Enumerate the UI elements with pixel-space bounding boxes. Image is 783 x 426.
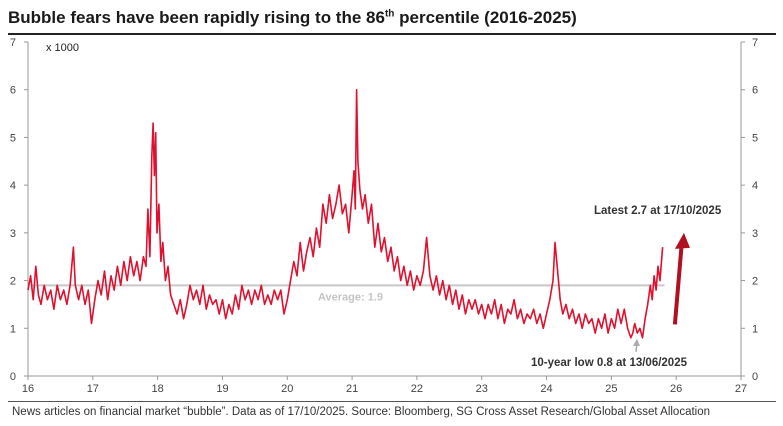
low-annotation: 10-year low 0.8 at 13/06/2025 [531,357,688,369]
x-tick-label: 20 [281,383,293,395]
y-left-tick-label: 6 [10,85,16,97]
average-label: Average: 1.9 [318,291,383,303]
y-right-tick-label: 7 [752,37,758,49]
y-axis-right: 0 1 2 3 4 5 6 7 [741,37,758,383]
y-axis-left: 0 1 2 3 4 5 6 7 [10,37,28,383]
x-tick-label: 23 [476,383,488,395]
series-line-bubble-news [27,88,664,339]
title-divider [8,33,776,35]
y-right-tick-label: 0 [752,371,758,383]
unit-label: x 1000 [46,42,79,54]
y-right-tick-label: 3 [752,228,758,240]
x-tick-label: 24 [540,383,552,395]
y-left-tick-label: 2 [10,276,16,288]
y-left-tick-label: 1 [10,323,16,335]
footnote-divider [8,401,776,402]
x-tick-label: 18 [152,383,164,395]
x-tick-label: 26 [670,383,682,395]
chart-title: Bubble fears have been rapidly rising to… [8,8,577,27]
x-tick-label: 25 [605,383,617,395]
latest-annotation: Latest 2.7 at 17/10/2025 [594,205,722,217]
latest-arrowhead [674,232,690,249]
x-tick-label: 27 [735,383,747,395]
x-tick-label: 19 [216,383,228,395]
x-tick-label: 16 [22,383,34,395]
x-tick-label: 22 [411,383,423,395]
y-left-tick-label: 0 [10,371,16,383]
x-tick-label: 17 [87,383,99,395]
y-right-tick-label: 6 [752,85,758,97]
y-right-tick-label: 5 [752,132,758,144]
y-left-tick-label: 5 [10,132,16,144]
y-left-tick-label: 7 [10,37,16,49]
footnote: News articles on financial market “bubbl… [12,406,711,418]
y-right-tick-label: 1 [752,323,758,335]
y-left-tick-label: 4 [10,180,16,192]
y-left-tick-label: 3 [10,228,16,240]
x-tick-label: 21 [346,383,358,395]
low-arrowhead [632,338,640,346]
latest-arrow [672,247,684,325]
y-right-tick-label: 2 [752,276,758,288]
y-right-tick-label: 4 [752,180,758,192]
x-axis: 16 17 18 19 20 21 22 23 24 25 26 27 [22,376,747,395]
